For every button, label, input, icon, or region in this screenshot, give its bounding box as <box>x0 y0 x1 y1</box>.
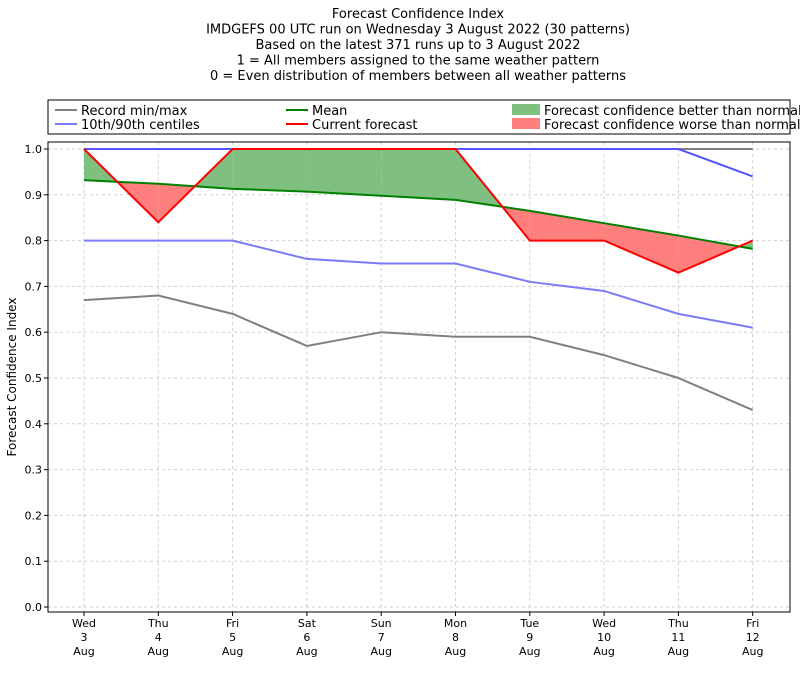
series-line-current <box>83 148 754 274</box>
x-tick-label-day: Wed <box>592 617 616 630</box>
legend-box <box>47 99 791 135</box>
x-tick-label-day: Tue <box>519 617 539 630</box>
x-tick-label-day: Sun <box>371 617 392 630</box>
x-tick-label-month: Aug <box>296 645 317 658</box>
y-axis: 0.0 0.1 0.2 0.3 0.4 0.5 0.6 0.7 0.8 0.9 1.0 <box>25 143 48 614</box>
x-tick-label-day: Fri <box>226 617 239 630</box>
y-tick-label: 0.1 <box>25 555 43 568</box>
x-tick-label-month: Aug <box>73 645 94 658</box>
x-tick-label-month: Aug <box>222 645 243 658</box>
y-axis-label: Forecast Confidence Index <box>5 298 19 457</box>
x-tick-label-month: Aug <box>148 645 169 658</box>
series-lines <box>83 148 754 411</box>
y-tick-label: 0.4 <box>25 418 43 431</box>
legend-swatch <box>512 104 540 115</box>
series-line-record-min <box>83 294 754 411</box>
legend-item-label: Record min/max <box>81 104 188 119</box>
x-tick-label-day: Thu <box>147 617 169 630</box>
x-tick-label-day: Wed <box>72 617 96 630</box>
title-line: 0 = Even distribution of members between… <box>210 69 626 84</box>
x-tick-label-date: 11 <box>671 631 685 644</box>
y-tick-label: 0.0 <box>25 601 43 614</box>
x-tick-label-date: 4 <box>155 631 162 644</box>
legend-swatch <box>512 118 540 129</box>
x-tick-label-date: 10 <box>597 631 611 644</box>
y-tick-label: 0.5 <box>25 372 43 385</box>
x-tick-label-day: Sat <box>298 617 317 630</box>
plot-frame <box>47 141 791 613</box>
legend-item-label: Mean <box>312 104 347 119</box>
legend-item-label: Forecast confidence better than normal <box>544 104 800 119</box>
legend-item-label: Forecast confidence worse than normal <box>544 118 800 133</box>
y-tick-label: 0.8 <box>25 235 43 248</box>
y-tick-label: 0.2 <box>25 509 43 522</box>
y-tick-label: 1.0 <box>25 143 43 156</box>
x-tick-label-day: Thu <box>667 617 689 630</box>
fill-better-than-normal <box>381 149 456 200</box>
x-tick-label-date: 8 <box>452 631 459 644</box>
title-line: IMDGEFS 00 UTC run on Wednesday 3 August… <box>206 23 630 38</box>
series-line-p10 <box>84 239 753 329</box>
fill-worse-than-normal <box>678 235 740 273</box>
fill-worse-than-normal <box>529 210 605 241</box>
fill-worse-than-normal <box>604 223 679 273</box>
fill-better-than-normal <box>232 149 307 192</box>
x-tick-label-date: 12 <box>746 631 760 644</box>
x-tick-label-month: Aug <box>742 645 763 658</box>
x-tick-label-month: Aug <box>593 645 614 658</box>
y-tick-label: 0.9 <box>25 189 43 202</box>
confidence-fills <box>84 149 753 273</box>
legend-item-label: Current forecast <box>312 118 418 133</box>
x-tick-label-date: 3 <box>81 631 88 644</box>
x-tick-label-date: 6 <box>303 631 310 644</box>
x-tick-label-day: Fri <box>746 617 759 630</box>
x-tick-label-date: 5 <box>229 631 236 644</box>
title-line: 1 = All members assigned to the same wea… <box>237 54 600 69</box>
fill-better-than-normal <box>306 149 382 196</box>
x-tick-label-month: Aug <box>519 645 540 658</box>
x-tick-label-month: Aug <box>370 645 391 658</box>
legend-item-label: 10th/90th centiles <box>81 118 200 133</box>
x-tick-label-date: 7 <box>378 631 385 644</box>
title-line: Based on the latest 371 runs up to 3 Aug… <box>255 38 580 53</box>
y-tick-label: 0.3 <box>25 464 43 477</box>
title-line: Forecast Confidence Index <box>332 7 504 22</box>
x-tick-label-month: Aug <box>668 645 689 658</box>
x-tick-label-day: Mon <box>444 617 467 630</box>
y-tick-label: 0.6 <box>25 326 43 339</box>
y-tick-label: 0.7 <box>25 280 43 293</box>
x-tick-label-month: Aug <box>445 645 466 658</box>
x-tick-label-date: 9 <box>526 631 533 644</box>
x-axis: Wed3AugThu4AugFri5AugSat6AugSun7AugMon8A… <box>72 612 763 658</box>
